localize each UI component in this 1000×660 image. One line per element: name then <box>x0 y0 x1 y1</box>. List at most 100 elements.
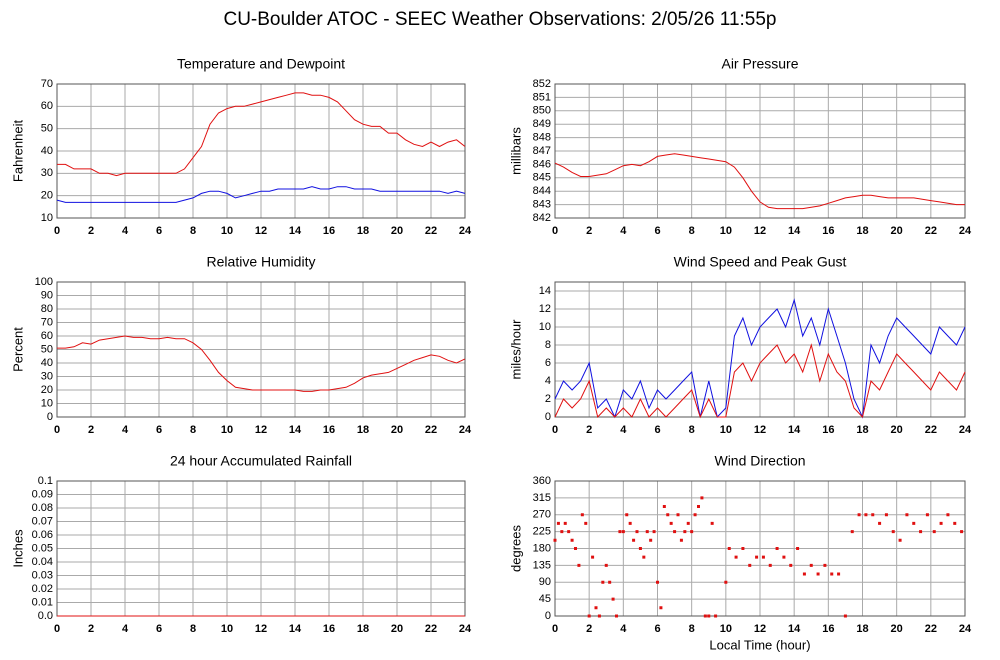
y-tick-label: 70 <box>41 316 53 328</box>
x-tick-label: 4 <box>620 424 627 436</box>
y-tick-label: 100 <box>35 276 53 288</box>
chart-title: Relative Humidity <box>207 254 316 270</box>
x-tick-label: 8 <box>689 623 695 635</box>
chart-title: Wind Direction <box>714 453 805 469</box>
data-point <box>857 513 861 517</box>
data-point <box>560 530 564 534</box>
y-tick-label: 0 <box>47 411 53 423</box>
x-tick-label: 12 <box>255 623 267 635</box>
data-point <box>823 563 827 567</box>
data-point <box>608 580 612 584</box>
x-tick-label: 20 <box>391 623 403 635</box>
y-tick-label: 8 <box>545 339 551 351</box>
data-point <box>556 521 560 525</box>
y-tick-label: 180 <box>533 542 551 554</box>
y-tick-label: 10 <box>41 212 53 224</box>
data-point <box>707 614 711 618</box>
x-tick-label: 16 <box>822 424 834 436</box>
y-tick-label: 80 <box>41 303 53 315</box>
y-axis-label: millibars <box>508 127 523 175</box>
x-tick-label: 14 <box>289 424 302 436</box>
y-tick-label: 0.07 <box>32 515 53 527</box>
data-point <box>748 563 752 567</box>
x-tick-label: 18 <box>357 225 369 237</box>
x-tick-label: 4 <box>620 623 627 635</box>
data-line <box>57 335 466 392</box>
data-point <box>632 538 636 542</box>
data-point <box>642 555 646 559</box>
data-point <box>652 530 656 534</box>
x-tick-label: 2 <box>586 623 592 635</box>
data-point <box>645 530 649 534</box>
plot-frame <box>56 281 466 418</box>
y-tick-label: 849 <box>533 118 551 130</box>
data-point <box>775 547 779 550</box>
y-tick-label: 851 <box>533 91 551 103</box>
data-point <box>898 538 902 542</box>
x-tick-label: 16 <box>323 225 335 237</box>
data-point <box>919 530 923 534</box>
y-tick-label: 60 <box>41 100 53 112</box>
data-point <box>796 547 800 550</box>
y-axis-label: degrees <box>508 525 523 572</box>
x-tick-label: 0 <box>54 424 60 436</box>
x-tick-label: 2 <box>88 623 94 635</box>
y-axis-label: Fahrenheit <box>10 120 25 183</box>
x-tick-label: 6 <box>156 225 162 237</box>
y-tick-label: 0.1 <box>38 475 53 487</box>
x-tick-label: 14 <box>788 225 801 237</box>
y-tick-label: 60 <box>41 330 53 342</box>
data-point <box>584 521 588 525</box>
x-tick-label: 24 <box>459 225 472 237</box>
x-tick-label: 24 <box>459 424 472 436</box>
data-point <box>727 547 731 550</box>
y-tick-label: 20 <box>41 384 53 396</box>
x-tick-label: 2 <box>88 225 94 237</box>
x-tick-label: 16 <box>323 424 335 436</box>
x-tick-label: 10 <box>221 424 233 436</box>
x-tick-label: 0 <box>552 424 558 436</box>
data-point <box>809 563 813 567</box>
data-point <box>939 521 943 525</box>
x-tick-label: 20 <box>891 623 903 635</box>
y-tick-label: 846 <box>533 158 551 170</box>
data-point <box>864 513 868 517</box>
data-point <box>830 572 834 576</box>
data-point <box>628 521 632 525</box>
data-point <box>638 547 642 550</box>
x-tick-label: 16 <box>323 623 335 635</box>
data-point <box>577 563 581 567</box>
x-tick-label: 20 <box>891 225 903 237</box>
data-point <box>690 530 694 534</box>
y-tick-label: 850 <box>533 105 551 117</box>
x-tick-label: 12 <box>754 424 766 436</box>
x-tick-label: 6 <box>654 225 660 237</box>
x-tick-label: 12 <box>255 225 267 237</box>
data-line <box>554 298 966 419</box>
y-axis-label: Percent <box>10 327 25 372</box>
data-point <box>837 572 841 576</box>
x-axis-label: Local Time (hour) <box>709 637 810 652</box>
x-tick-label: 10 <box>720 623 732 635</box>
data-point <box>563 521 567 525</box>
data-point <box>676 513 680 517</box>
x-tick-label: 12 <box>754 225 766 237</box>
x-tick-label: 0 <box>552 623 558 635</box>
y-tick-label: 315 <box>533 492 551 504</box>
data-point <box>703 614 707 618</box>
y-tick-label: 852 <box>533 78 551 90</box>
data-point <box>891 530 895 534</box>
y-tick-label: 90 <box>41 289 53 301</box>
y-tick-label: 847 <box>533 145 551 157</box>
data-point <box>932 530 936 534</box>
data-point <box>574 547 577 550</box>
y-tick-label: 0.03 <box>32 569 53 581</box>
chart-title: Wind Speed and Peak Gust <box>674 254 847 270</box>
x-tick-label: 6 <box>654 424 660 436</box>
x-tick-label: 24 <box>959 225 972 237</box>
x-tick-label: 4 <box>122 225 129 237</box>
data-point <box>789 563 793 567</box>
data-point <box>666 513 670 517</box>
data-point <box>580 513 584 517</box>
